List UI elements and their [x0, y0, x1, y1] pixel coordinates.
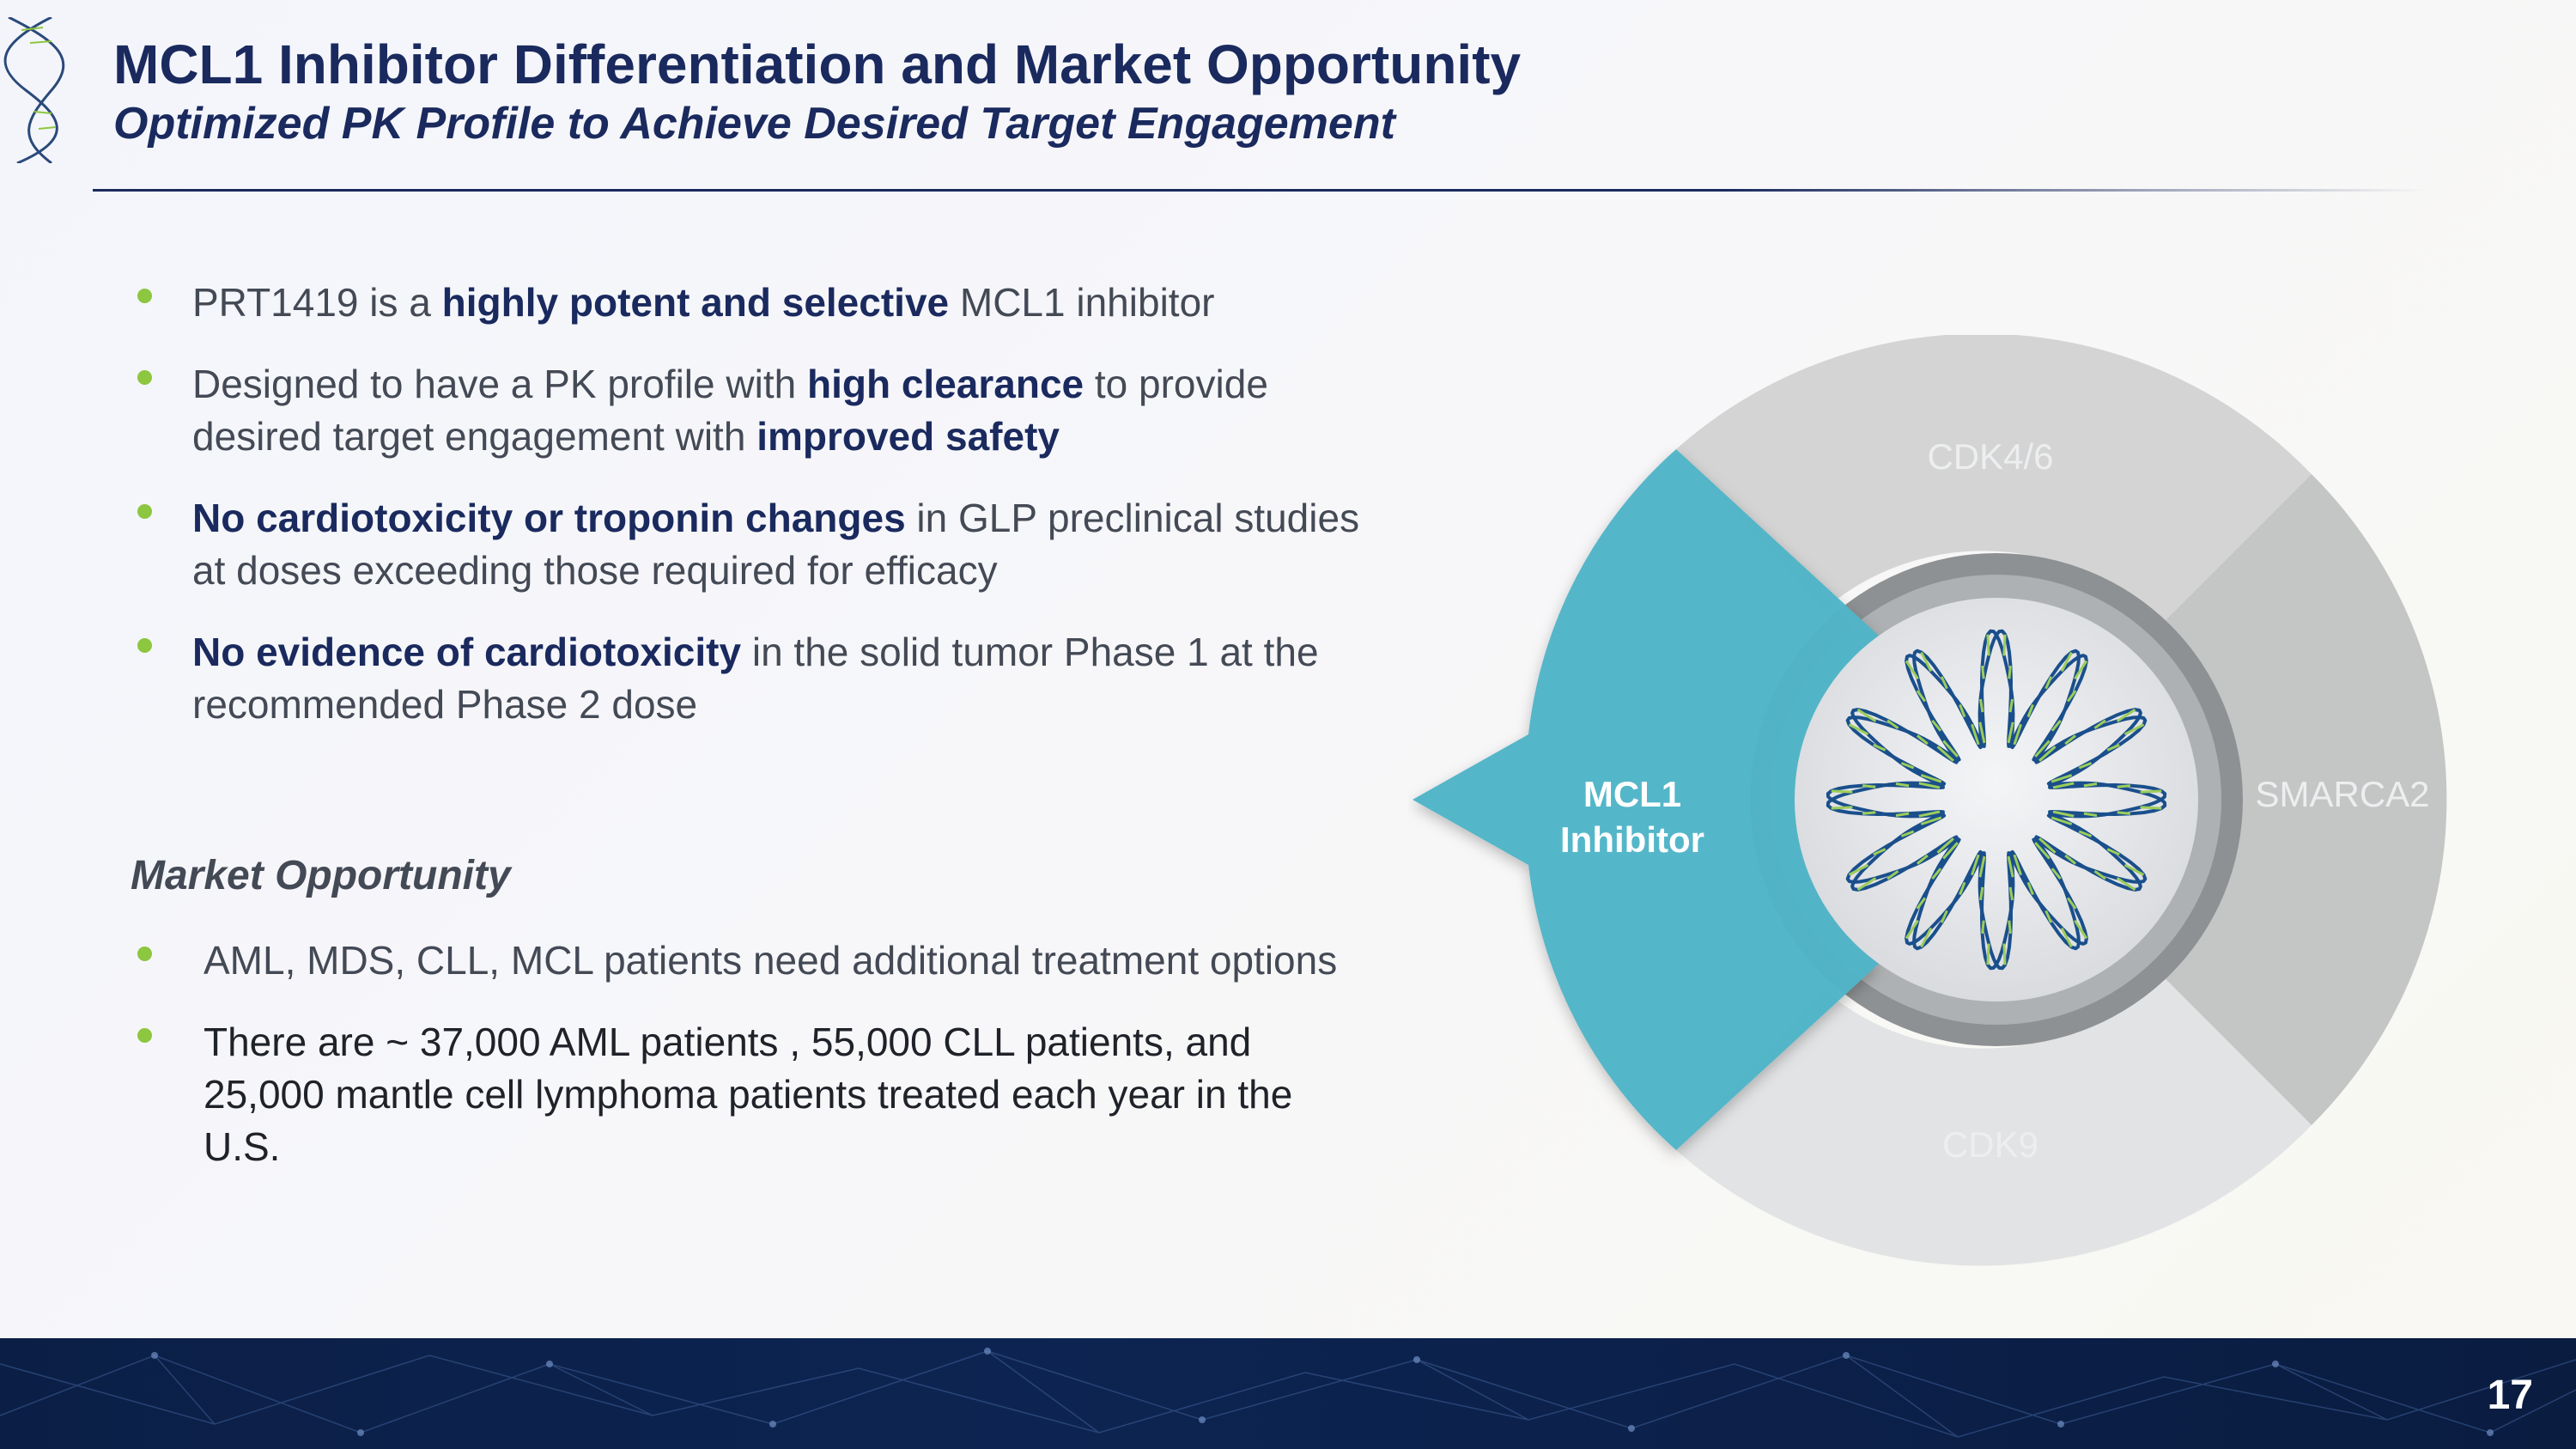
market-opportunity-heading: Market Opportunity: [131, 853, 511, 898]
bullet-item: No cardiotoxicity or troponin changes in…: [129, 492, 1374, 597]
dna-star-icon: [1826, 629, 2167, 971]
bullet-item: AML, MDS, CLL, MCL patients need additio…: [129, 935, 1374, 987]
pipeline-wheel-diagram: [1413, 335, 2447, 1266]
key-points-list: PRT1419 is a highly potent and selective…: [129, 277, 1374, 760]
bullet-item: PRT1419 is a highly potent and selective…: [129, 277, 1374, 329]
segment-label-cdk9: CDK9: [1941, 1124, 2039, 1165]
segment-smarca2: [2160, 474, 2447, 1125]
dna-logo-icon: [3, 17, 65, 163]
page-subtitle: Optimized PK Profile to Achieve Desired …: [113, 99, 1395, 149]
bullet-item: There are ~ 37,000 AML patients , 55,000…: [129, 1016, 1374, 1173]
segment-cdk9: [1676, 973, 2312, 1266]
page-number: 17: [2487, 1373, 2533, 1418]
segment-label-mcl1: MCL1 Inhibitor: [1560, 774, 1704, 860]
segment-label-smarca2: SMARCA2: [2255, 774, 2430, 814]
segment-cdk46: [1676, 335, 2312, 626]
page-title: MCL1 Inhibitor Differentiation and Marke…: [113, 33, 1522, 95]
market-points-list: AML, MDS, CLL, MCL patients need additio…: [129, 935, 1374, 1202]
segment-mcl1-inhibitor: [1413, 449, 1879, 1150]
segment-label-cdk46: CDK4/6: [1927, 436, 2054, 477]
network-pattern: [0, 1348, 2576, 1438]
title-divider: [93, 189, 2428, 192]
center-hub: [1795, 598, 2198, 1002]
footer-band: [0, 1338, 2576, 1449]
bullet-item: Designed to have a PK profile with high …: [129, 358, 1374, 463]
bullet-item: No evidence of cardiotoxicity in the sol…: [129, 626, 1374, 731]
